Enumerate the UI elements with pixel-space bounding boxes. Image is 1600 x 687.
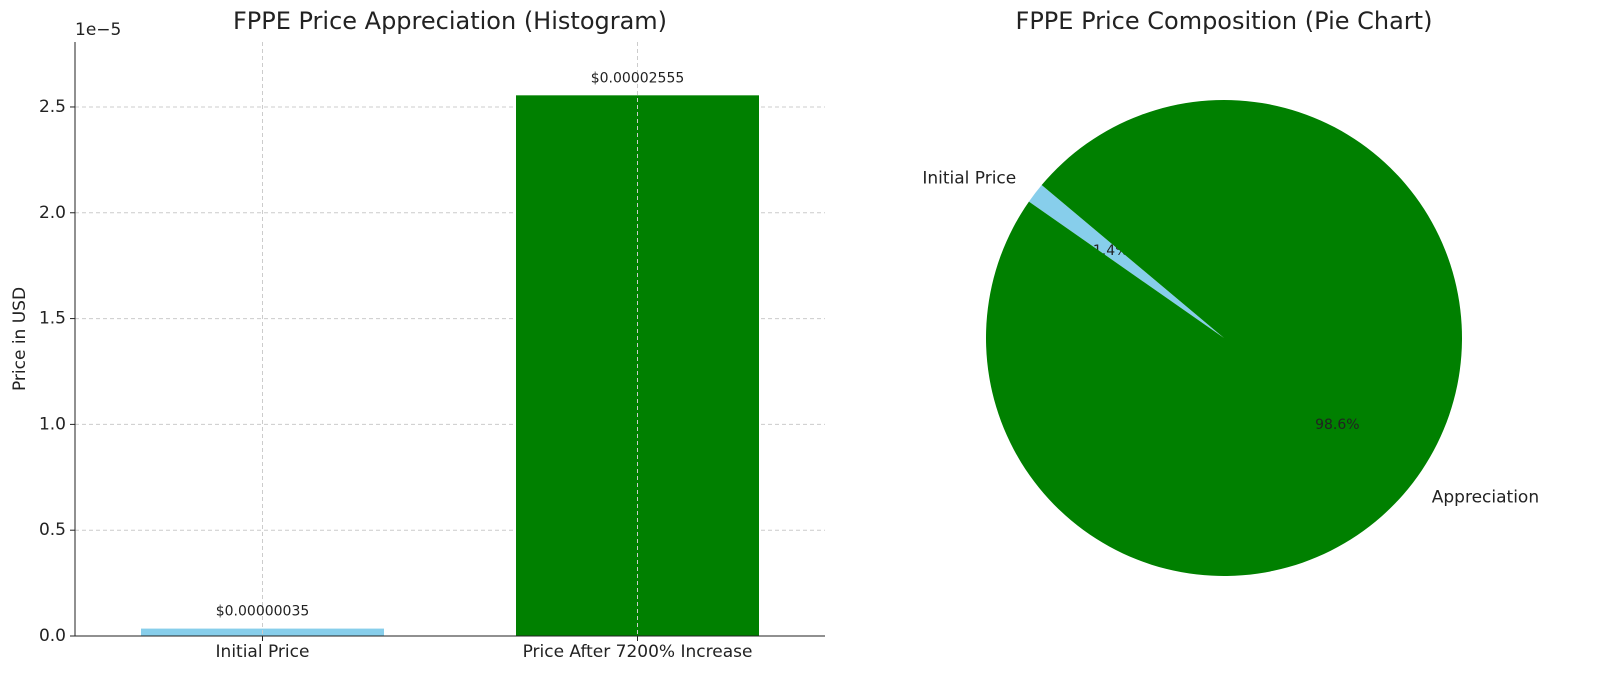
pie-slice	[1028, 185, 1224, 338]
chart-title: FPPE Price Composition (Pie Chart)	[1016, 7, 1433, 35]
value-label: $0.00000035	[216, 604, 310, 620]
slice-value-label: 98.6%	[1315, 417, 1359, 433]
chart-title: FPPE Price Appreciation (Histogram)	[233, 7, 667, 35]
pie-slice	[986, 99, 1462, 576]
y-tick-label: 2.0	[39, 203, 66, 223]
x-tick-label: Initial Price	[216, 642, 310, 662]
y-offset-label: 1e−5	[75, 20, 121, 40]
y-tick-label: 2.5	[39, 97, 66, 117]
y-tick-label: 0.0	[39, 626, 66, 646]
y-tick-label: 0.5	[39, 520, 66, 540]
y-axis-label: Price in USD	[10, 287, 30, 391]
value-label: $0.00002555	[591, 70, 685, 86]
y-tick-label: 1.5	[39, 309, 66, 329]
slice-label: Initial Price	[922, 169, 1016, 189]
x-tick-label: Price After 7200% Increase	[523, 642, 753, 662]
y-tick-label: 1.0	[39, 414, 66, 434]
slice-label: Appreciation	[1432, 487, 1539, 507]
